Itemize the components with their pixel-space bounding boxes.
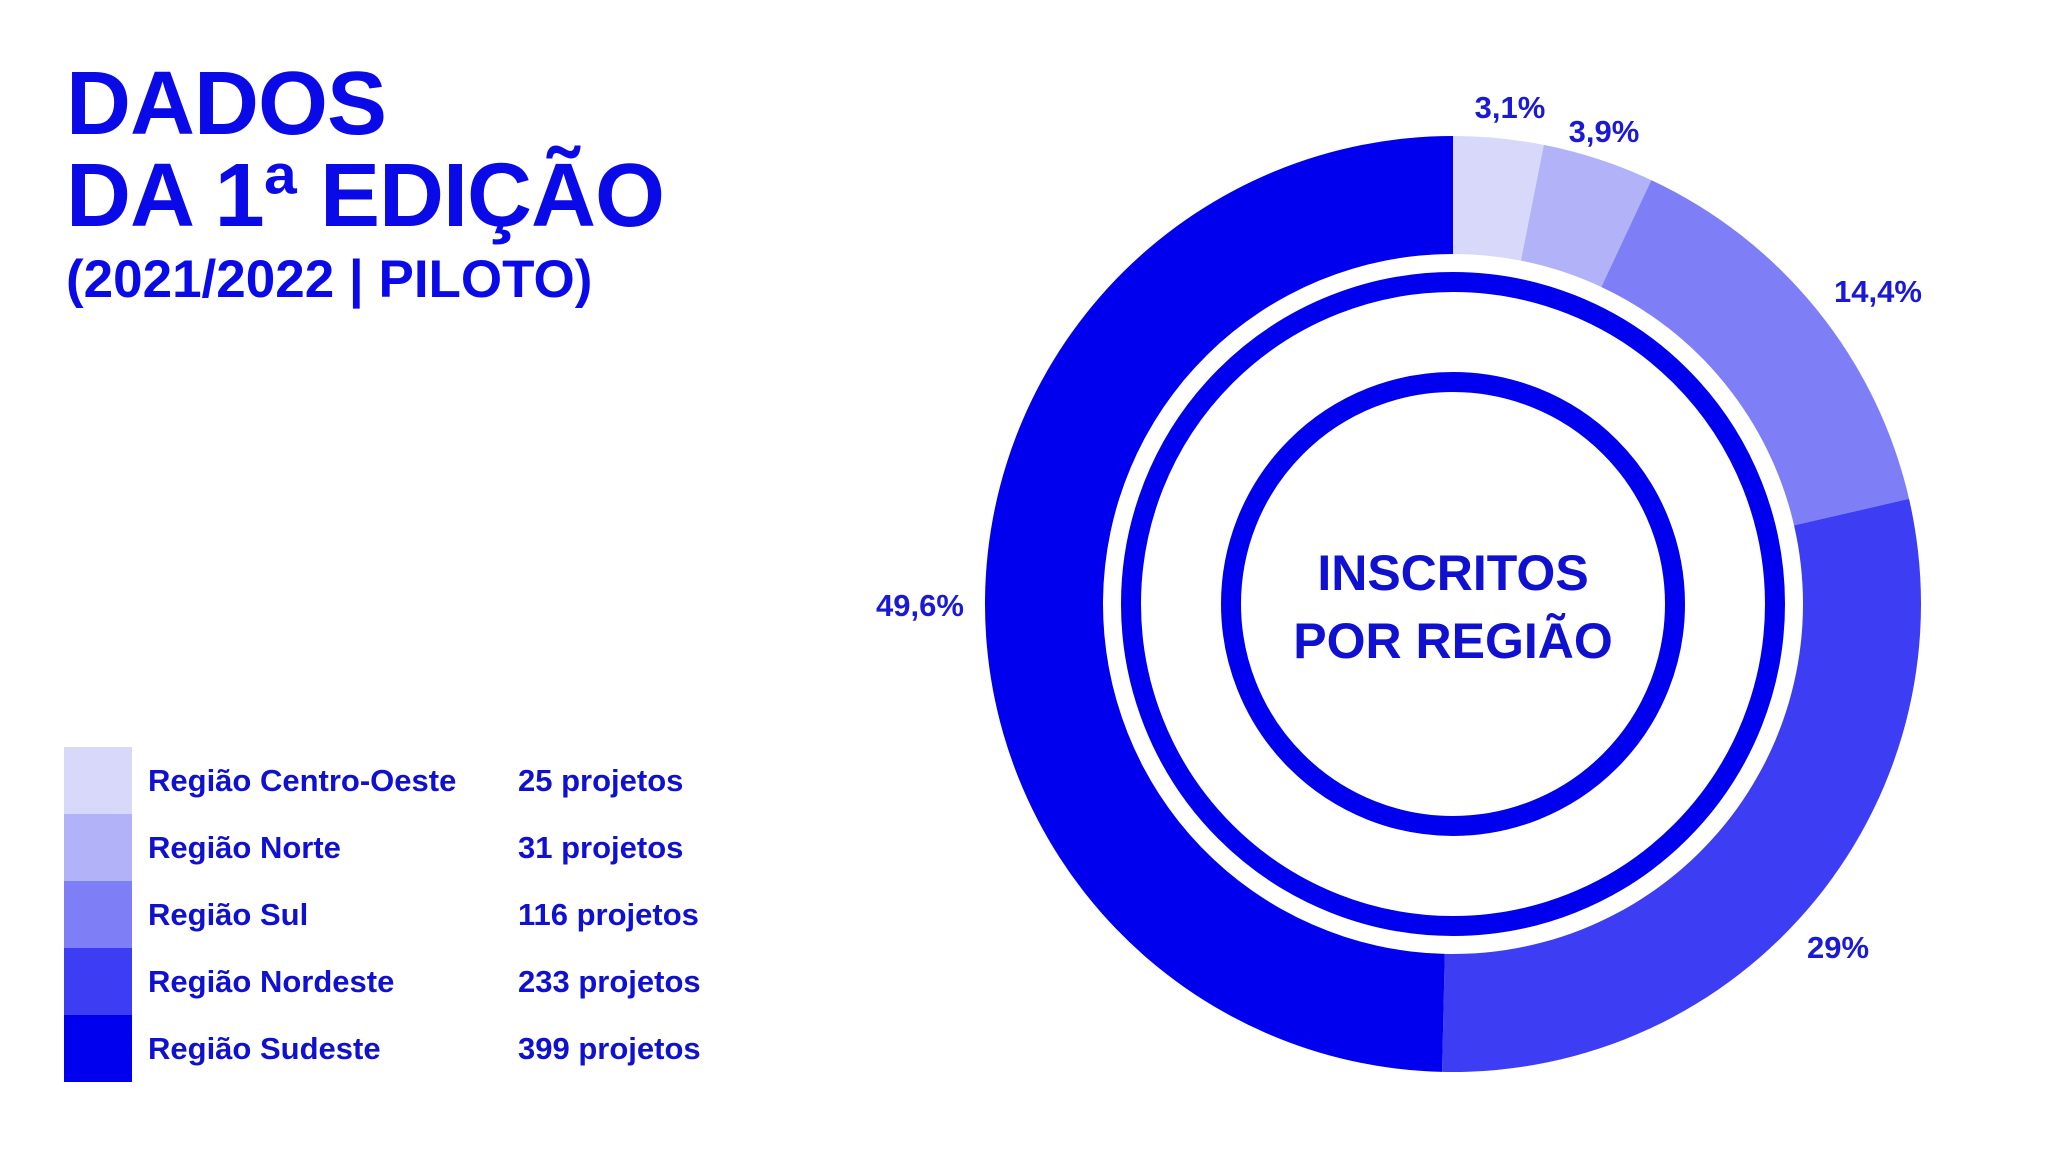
percent-label-4: 49,6% (876, 588, 964, 623)
legend-value: 25 projetos (518, 763, 684, 798)
percent-label-0: 3,1% (1475, 90, 1546, 125)
legend-value: 116 projetos (518, 897, 699, 932)
title-line-2: DA 1ª EDIÇÃO (66, 146, 665, 246)
legend-value: 31 projetos (518, 830, 684, 865)
percent-label-3: 29% (1807, 930, 1869, 965)
inner-ring-outer (1121, 272, 1785, 936)
legend-swatch (64, 814, 132, 881)
legend-label: Região Norte (148, 830, 341, 865)
donut-slice-4 (985, 136, 1453, 1072)
legend-label: Região Nordeste (148, 964, 395, 999)
legend-label: Região Sudeste (148, 1031, 381, 1066)
donut-slice-2 (1601, 180, 1910, 526)
percent-label-2: 14,4% (1834, 274, 1922, 309)
center-label-line-1: INSCRITOS (1317, 545, 1588, 601)
donut-slice-3 (1442, 498, 1921, 1073)
center-label-line-2: POR REGIÃO (1293, 613, 1612, 669)
legend-swatch (64, 1015, 132, 1082)
donut-slice-1 (1520, 144, 1652, 287)
legend-value: 399 projetos (518, 1031, 701, 1066)
legend-swatch (64, 948, 132, 1015)
inner-ring-inner (1221, 372, 1685, 836)
percent-label-1: 3,9% (1569, 114, 1640, 149)
legend-value: 233 projetos (518, 964, 701, 999)
title-line-3: (2021/2022 | PILOTO) (66, 250, 593, 309)
legend-swatch (64, 881, 132, 948)
legend-label: Região Centro-Oeste (148, 763, 457, 798)
title-line-1: DADOS (66, 54, 387, 154)
page-title: DADOS DA 1ª EDIÇÃO (2021/2022 | PILOTO) (66, 54, 665, 312)
legend-label: Região Sul (148, 897, 309, 932)
legend-swatch (64, 747, 132, 814)
donut-slice-0 (1453, 136, 1544, 261)
